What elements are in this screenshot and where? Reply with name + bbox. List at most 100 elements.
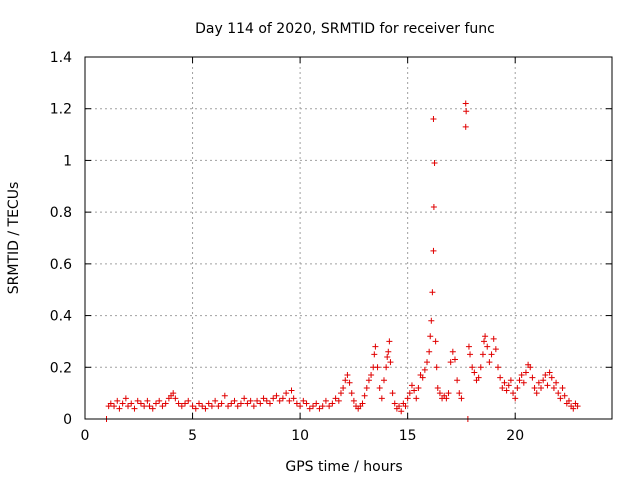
data-point	[290, 395, 297, 402]
data-point	[497, 374, 504, 381]
data-point	[467, 351, 474, 358]
data-point	[247, 397, 254, 404]
data-point	[208, 403, 215, 410]
y-tick-label: 0.8	[50, 205, 72, 221]
data-point	[144, 397, 151, 404]
data-point	[402, 403, 409, 410]
data-point	[297, 403, 304, 410]
data-point	[451, 356, 458, 363]
data-point	[408, 382, 415, 389]
data-point	[131, 405, 138, 412]
data-point	[199, 403, 206, 410]
data-point	[152, 400, 159, 407]
data-point	[387, 359, 394, 366]
data-point	[273, 392, 280, 399]
data-point	[371, 351, 378, 358]
axis-tick-labels: 0 5 10 15 20 0 0.2 0.4 0.6 0.8 1 1.2 1.4	[50, 50, 524, 444]
data-point	[475, 374, 482, 381]
data-point	[454, 377, 461, 384]
data-point	[501, 379, 508, 386]
data-point	[218, 400, 225, 407]
data-point	[484, 343, 491, 350]
data-point	[544, 382, 551, 389]
data-point	[182, 400, 189, 407]
data-point	[342, 377, 349, 384]
data-point	[456, 390, 463, 397]
data-point	[462, 123, 469, 130]
data-point	[531, 384, 538, 391]
data-point	[225, 403, 232, 410]
data-point	[490, 335, 497, 342]
data-point	[398, 408, 405, 415]
data-point	[111, 403, 118, 410]
data-point	[313, 400, 320, 407]
data-point	[116, 405, 123, 412]
data-point	[263, 397, 270, 404]
y-tick-label: 1.2	[50, 102, 72, 118]
data-point	[565, 397, 572, 404]
data-point	[406, 390, 413, 397]
data-point	[286, 397, 293, 404]
data-point	[447, 359, 454, 366]
data-point	[419, 374, 426, 381]
plot-frame	[84, 56, 613, 420]
axis-ticks	[84, 56, 612, 420]
data-point	[507, 377, 514, 384]
data-point	[337, 390, 344, 397]
y-tick-label: 0.6	[50, 257, 72, 273]
data-point	[300, 397, 307, 404]
data-point	[463, 108, 470, 115]
data-point	[396, 403, 403, 410]
grid	[85, 57, 612, 419]
y-tick-label: 0.4	[50, 309, 72, 325]
data-point	[326, 403, 333, 410]
data-point	[361, 392, 368, 399]
data-point	[192, 405, 199, 412]
data-point	[196, 400, 203, 407]
data-point	[306, 405, 313, 412]
data-point	[365, 377, 372, 384]
data-point	[386, 338, 393, 345]
data-point	[257, 400, 264, 407]
data-point	[119, 400, 126, 407]
y-tick-label: 0	[63, 412, 72, 428]
data-point	[114, 397, 121, 404]
data-point	[443, 395, 450, 402]
x-tick-label: 5	[188, 428, 197, 444]
data-point	[430, 116, 437, 123]
data-point	[170, 390, 177, 397]
data-point	[344, 372, 351, 379]
data-point	[540, 377, 547, 384]
data-point	[462, 100, 469, 107]
data-point	[340, 384, 347, 391]
data-point	[293, 400, 300, 407]
data-point	[430, 247, 437, 254]
data-point	[122, 395, 129, 402]
data-point	[481, 338, 488, 345]
data-point	[436, 390, 443, 397]
data-point	[449, 348, 456, 355]
data-point	[378, 395, 385, 402]
data-point	[348, 390, 355, 397]
x-tick-label: 0	[81, 428, 90, 444]
data-point	[156, 397, 163, 404]
data-point	[202, 405, 209, 412]
data-point	[426, 348, 433, 355]
data-point	[432, 338, 439, 345]
data-point	[574, 403, 581, 410]
y-tick-label: 0.2	[50, 360, 72, 376]
data-point	[178, 403, 185, 410]
data-point	[512, 395, 519, 402]
data-point	[465, 343, 472, 350]
data-point	[546, 369, 553, 376]
data-point	[529, 374, 536, 381]
data-point	[146, 403, 153, 410]
data-point	[175, 400, 182, 407]
data-point	[270, 395, 277, 402]
data-point	[510, 390, 517, 397]
data-point	[427, 333, 434, 340]
data-point	[134, 397, 141, 404]
data-point	[494, 364, 501, 371]
data-point	[469, 364, 476, 371]
